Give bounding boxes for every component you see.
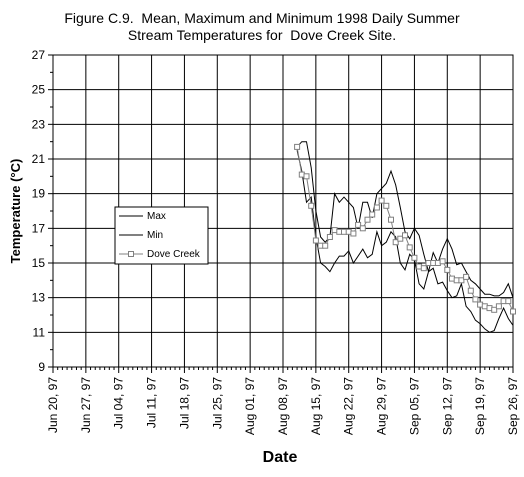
series-line — [296, 141, 514, 298]
x-tick-label: Aug 29, 97 — [375, 377, 389, 435]
data-point — [397, 235, 404, 242]
data-point — [322, 242, 329, 249]
data-point — [364, 216, 371, 223]
y-axis-title: Temperature (°C) — [8, 159, 23, 264]
data-point — [402, 232, 408, 239]
gridlines — [53, 55, 513, 367]
data-point — [463, 273, 470, 280]
data-point — [294, 143, 301, 150]
chart-title: Figure C.9. Mean, Maximum and Minimum 19… — [0, 10, 524, 44]
data-point — [491, 306, 498, 313]
x-tick-label: Sep 19, 97 — [473, 377, 487, 435]
series-group — [294, 141, 516, 333]
x-axis-title: Date — [263, 449, 298, 466]
x-tick-label: Sep 26, 97 — [506, 377, 520, 435]
data-point — [458, 277, 465, 284]
data-point — [350, 230, 357, 237]
x-tick-label: Aug 15, 97 — [309, 377, 323, 435]
data-point — [373, 204, 380, 211]
data-point — [406, 244, 413, 251]
y-tick-label: 25 — [32, 83, 46, 97]
data-point — [510, 308, 516, 315]
y-tick-label: 9 — [38, 360, 45, 374]
data-point — [388, 216, 394, 223]
data-point — [467, 287, 474, 294]
data-point — [378, 197, 385, 204]
data-point — [312, 237, 319, 244]
x-tick-label: Aug 08, 97 — [276, 377, 290, 435]
x-axis: Jun 20, 97 Jun 27, 97 Jul 04, 97 Jul 11, 97… — [46, 367, 520, 435]
data-point — [303, 173, 310, 180]
data-point — [444, 266, 451, 273]
data-point — [308, 202, 315, 209]
y-tick-label: 15 — [32, 256, 46, 270]
x-tick-label: Jul 11, 97 — [145, 377, 159, 428]
y-axis: 9 11 13 15 17 19 21 23 25 27 — [32, 48, 53, 374]
legend-label-max: Max — [147, 211, 166, 222]
data-point — [420, 265, 427, 272]
data-point — [359, 225, 366, 232]
data-point — [472, 296, 479, 303]
y-tick-label: 11 — [33, 325, 46, 339]
x-tick-label: Aug 22, 97 — [342, 377, 356, 435]
legend-label-dove-creek: Dove Creek — [147, 249, 201, 260]
data-point — [411, 254, 418, 261]
data-point — [383, 202, 390, 209]
y-tick-label: 13 — [32, 291, 46, 305]
series-min — [296, 150, 514, 333]
x-tick-label: Jun 20, 97 — [46, 377, 60, 433]
x-tick-label: Jul 25, 97 — [210, 377, 224, 429]
y-tick-label: 21 — [32, 152, 46, 166]
y-tick-label: 23 — [32, 117, 46, 131]
chart-title-line-1: Figure C.9. Mean, Maximum and Minimum 19… — [64, 10, 460, 26]
data-point — [355, 221, 362, 228]
data-point — [326, 234, 333, 240]
y-tick-label: 27 — [32, 48, 46, 62]
x-tick-label: Jul 18, 97 — [177, 377, 191, 429]
legend: Max Min Dove Creek — [114, 206, 209, 265]
x-tick-label: Aug 01, 97 — [243, 377, 257, 435]
x-tick-label: Sep 12, 97 — [440, 377, 454, 435]
data-point — [392, 239, 399, 246]
data-point — [369, 211, 376, 218]
x-tick-label: Sep 05, 97 — [407, 377, 421, 435]
series-dove-creek — [294, 143, 516, 315]
x-tick-label: Jun 27, 97 — [79, 377, 93, 433]
series-max — [296, 141, 514, 298]
data-point — [495, 303, 502, 310]
chart-title-line-2: Stream Temperatures for Dove Creek Site. — [127, 27, 397, 43]
data-point — [439, 258, 446, 265]
y-tick-label: 19 — [32, 187, 46, 201]
legend-marker-dove-creek — [128, 251, 134, 257]
data-point — [505, 298, 512, 305]
legend-label-min: Min — [147, 230, 163, 241]
x-tick-label: Jul 04, 97 — [112, 377, 126, 429]
series-line — [296, 150, 514, 333]
y-tick-label: 17 — [32, 221, 46, 235]
